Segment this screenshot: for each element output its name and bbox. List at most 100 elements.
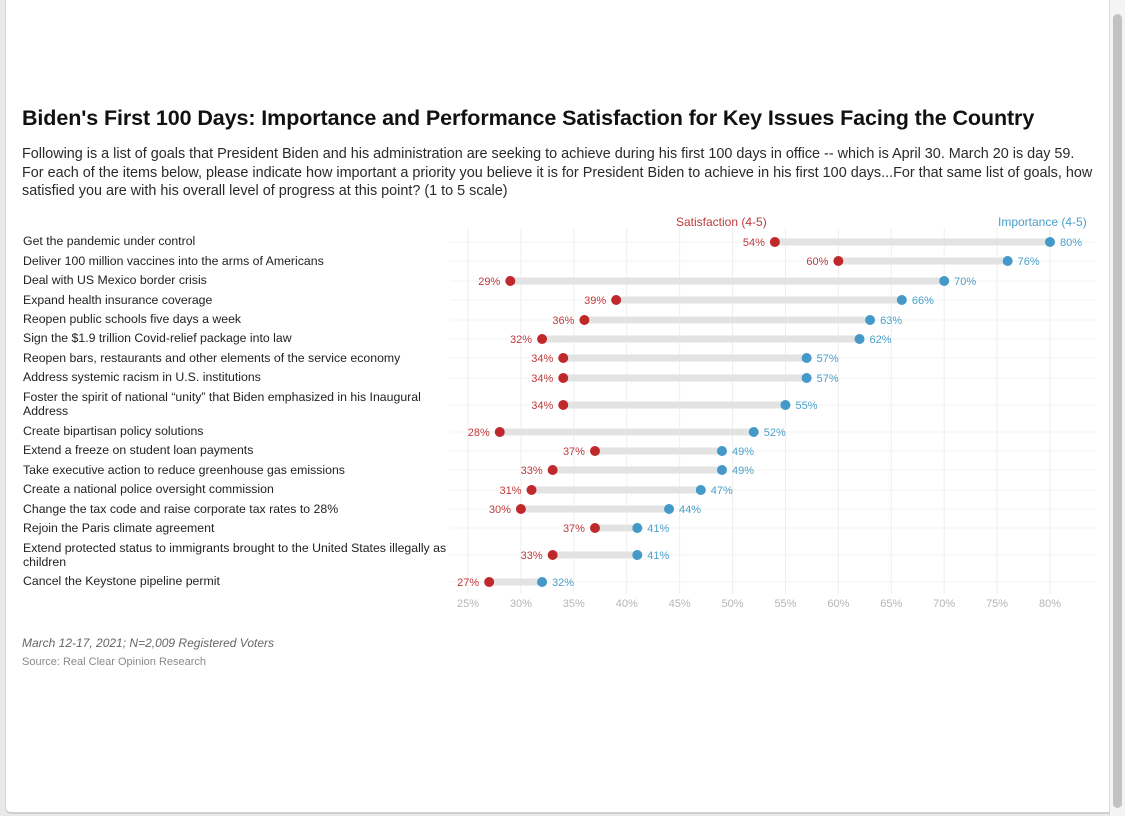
legend-importance: Importance (4-5) [998,215,1087,229]
row-label: Deal with US Mexico border crisis [23,273,207,287]
satisfaction-point [537,334,548,344]
satisfaction-label: 36% [552,315,574,327]
importance-point [896,295,907,305]
importance-label: 66% [912,295,934,307]
satisfaction-point [505,276,516,286]
row-label: Reopen public schools five days a week [23,312,242,326]
importance-point [1002,256,1013,266]
x-tick-label: 65% [880,598,902,610]
x-tick-label: 40% [616,598,638,610]
satisfaction-point [589,523,600,533]
satisfaction-point [484,577,495,587]
x-tick-label: 70% [933,598,955,610]
satisfaction-point [833,256,844,266]
satisfaction-label: 31% [499,485,521,497]
satisfaction-point [494,427,505,437]
importance-label: 44% [679,504,701,516]
row-label: Foster the spirit of national “unity” th… [23,390,421,418]
chart-title: Biden's First 100 Days: Importance and P… [22,106,1035,130]
importance-label: 76% [1018,256,1040,268]
satisfaction-label: 27% [457,577,479,589]
vertical-scrollbar[interactable] [1109,0,1125,816]
satisfaction-label: 39% [584,295,606,307]
satisfaction-point [526,485,537,495]
row-label: Reopen bars, restaurants and other eleme… [23,351,401,365]
satisfaction-label: 34% [531,400,553,412]
row-label: Rejoin the Paris climate agreement [23,521,215,535]
importance-point [748,427,759,437]
x-tick-label: 30% [510,598,532,610]
importance-label: 47% [711,485,733,497]
importance-point [716,446,727,456]
importance-label: 55% [795,400,817,412]
row-label: Address systemic racism in U.S. institut… [23,370,261,384]
importance-label: 41% [647,550,669,562]
satisfaction-label: 60% [806,256,828,268]
satisfaction-point [547,550,558,560]
importance-point [1045,237,1055,247]
scrollbar-thumb[interactable] [1113,14,1122,808]
importance-label: 62% [870,334,892,346]
browser-window [5,0,1110,814]
importance-point [632,523,643,533]
importance-label: 57% [817,353,839,365]
survey-note: March 12-17, 2021; N=2,009 Registered Vo… [22,636,275,650]
x-tick-label: 75% [986,598,1008,610]
satisfaction-label: 34% [531,353,553,365]
importance-label: 57% [817,373,839,385]
importance-point [716,465,727,475]
row-label: Create a national police oversight commi… [23,482,274,496]
importance-point [537,577,548,587]
importance-point [939,276,950,286]
row-label: Expand health insurance coverage [23,293,213,307]
row-label: Extend protected status to immigrants br… [23,541,447,569]
importance-point [695,485,706,495]
satisfaction-label: 33% [521,550,543,562]
satisfaction-point [515,504,526,514]
row-label: Sign the $1.9 trillion Covid-relief pack… [23,331,292,345]
importance-point [780,400,791,410]
importance-point [801,353,812,363]
x-tick-label: 55% [774,598,796,610]
importance-label: 49% [732,446,754,458]
row-label: Deliver 100 million vaccines into the ar… [23,254,324,268]
satisfaction-label: 30% [489,504,511,516]
satisfaction-point [589,446,600,456]
row-label: Take executive action to reduce greenhou… [23,463,345,477]
x-tick-label: 50% [722,598,744,610]
satisfaction-label: 33% [521,465,543,477]
satisfaction-point [558,353,569,363]
satisfaction-point [547,465,558,475]
importance-label: 49% [732,465,754,477]
importance-point [854,334,865,344]
x-tick-label: 60% [827,598,849,610]
satisfaction-label: 29% [478,276,500,288]
row-label: Get the pandemic under control [23,234,196,248]
source-note: Source: Real Clear Opinion Research [22,656,207,668]
satisfaction-point [558,400,569,410]
row-label: Change the tax code and raise corporate … [23,502,339,516]
importance-label: 41% [647,523,669,535]
satisfaction-label: 37% [563,523,585,535]
satisfaction-point [579,315,590,325]
importance-point [632,550,643,560]
chart-subtitle: Following is a list of goals that Presid… [22,146,1093,199]
satisfaction-label: 34% [531,373,553,385]
row-label: Extend a freeze on student loan payments [23,443,254,457]
row-label: Cancel the Keystone pipeline permit [23,574,220,588]
legend-satisfaction: Satisfaction (4-5) [676,215,767,229]
satisfaction-label: 37% [563,446,585,458]
satisfaction-label: 28% [468,427,490,439]
satisfaction-point [611,295,622,305]
importance-point [865,315,876,325]
importance-label: 63% [880,315,902,327]
x-tick-label: 25% [457,598,479,610]
satisfaction-label: 54% [743,237,765,249]
importance-point [664,504,675,514]
importance-label: 32% [552,577,574,589]
satisfaction-point [558,373,569,383]
satisfaction-label: 32% [510,334,532,346]
importance-label: 70% [954,276,976,288]
